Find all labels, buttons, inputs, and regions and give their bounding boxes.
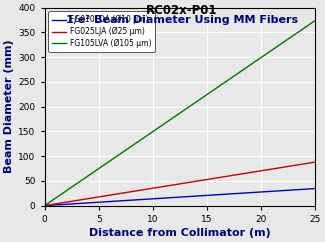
FG105LVA (Ø105 µm)	[43, 204, 46, 207]
FG105LVA (Ø105 µm)	[306, 24, 309, 27]
FG025LJA (Ø25 µm)	[256, 170, 260, 173]
FG010LDA (Ø10 µm)	[256, 191, 260, 194]
Line: FG025LJA (Ø25 µm): FG025LJA (Ø25 µm)	[45, 162, 315, 206]
FG025LJA (Ø25 µm)	[167, 184, 171, 187]
FG025LJA (Ø25 µm)	[43, 204, 46, 207]
Line: FG105LVA (Ø105 µm): FG105LVA (Ø105 µm)	[45, 21, 315, 206]
FG010LDA (Ø10 µm)	[43, 204, 46, 207]
Line: FG010LDA (Ø10 µm): FG010LDA (Ø10 µm)	[45, 189, 315, 206]
FG025LJA (Ø25 µm)	[306, 162, 309, 165]
Y-axis label: Beam Diameter (mm): Beam Diameter (mm)	[4, 40, 14, 174]
FG010LDA (Ø10 µm)	[305, 188, 309, 190]
Text: 1/e² Beam Diameter Using MM Fibers: 1/e² Beam Diameter Using MM Fibers	[66, 15, 298, 24]
FG025LJA (Ø25 µm)	[174, 183, 178, 186]
FG025LJA (Ø25 µm)	[305, 162, 309, 165]
FG105LVA (Ø105 µm)	[57, 195, 60, 198]
FG105LVA (Ø105 µm)	[256, 58, 260, 61]
FG010LDA (Ø10 µm)	[174, 196, 178, 199]
FG010LDA (Ø10 µm)	[306, 188, 309, 190]
FG025LJA (Ø25 µm)	[57, 202, 60, 205]
Text: RC02x-P01: RC02x-P01	[146, 4, 218, 17]
FG105LVA (Ø105 µm)	[167, 119, 171, 122]
FG105LVA (Ø105 µm)	[313, 19, 317, 22]
FG025LJA (Ø25 µm)	[313, 161, 317, 164]
FG010LDA (Ø10 µm)	[167, 196, 171, 199]
Legend: FG010LDA (Ø10 µm), FG025LJA (Ø25 µm), FG105LVA (Ø105 µm): FG010LDA (Ø10 µm), FG025LJA (Ø25 µm), FG…	[48, 11, 155, 52]
FG010LDA (Ø10 µm)	[313, 187, 317, 190]
FG105LVA (Ø105 µm)	[174, 114, 178, 117]
X-axis label: Distance from Collimator (m): Distance from Collimator (m)	[89, 228, 271, 238]
FG010LDA (Ø10 µm)	[57, 203, 60, 206]
FG105LVA (Ø105 µm)	[305, 24, 309, 27]
Text: THORLABS: THORLABS	[64, 14, 98, 19]
